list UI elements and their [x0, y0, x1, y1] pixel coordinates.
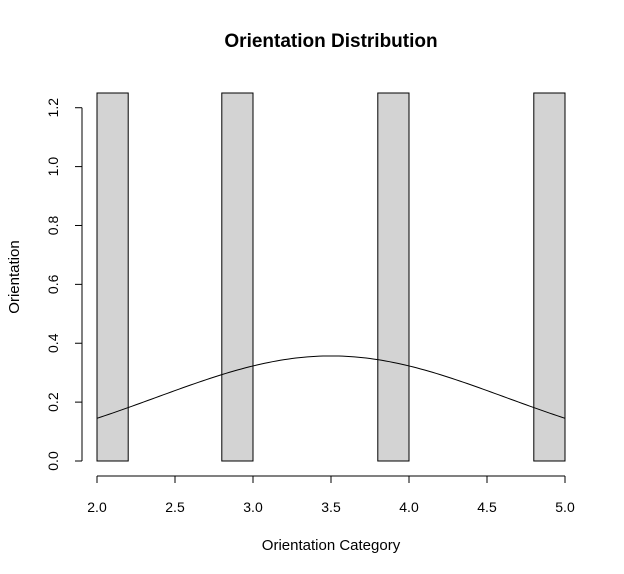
bars-layer — [96, 92, 566, 462]
x-tick-label: 4.5 — [477, 499, 497, 515]
bar-3 — [533, 92, 566, 462]
x-tick-label: 2.0 — [87, 499, 107, 515]
y-tick-label: 0.4 — [45, 333, 61, 353]
y-tick-label: 0.2 — [45, 392, 61, 412]
density-curve-layer — [96, 355, 566, 419]
bar-0 — [96, 92, 129, 462]
density-curve — [96, 355, 566, 419]
y-tick-label: 0.8 — [45, 216, 61, 236]
x-tick-label: 3.0 — [243, 499, 263, 515]
y-tick-label: 1.0 — [45, 157, 61, 177]
y-tick-label: 1.2 — [45, 98, 61, 118]
x-axis: 2.0 2.5 3.0 3.5 4.0 4.5 5.0 — [87, 475, 575, 515]
x-tick-label: 3.5 — [321, 499, 341, 515]
y-axis-label: Orientation — [6, 240, 23, 313]
x-axis-label: Orientation Category — [262, 537, 401, 554]
x-tick-label: 4.0 — [399, 499, 419, 515]
bar-2 — [377, 92, 410, 462]
chart-title: Orientation Distribution — [224, 31, 437, 52]
y-tick-label: 0.6 — [45, 274, 61, 294]
x-tick-label: 2.5 — [165, 499, 185, 515]
x-tick-label: 5.0 — [555, 499, 575, 515]
bar-1 — [221, 92, 254, 462]
y-axis: 0.0 0.2 0.4 0.6 0.8 1.0 1.2 — [45, 98, 83, 471]
y-tick-label: 0.0 — [45, 451, 61, 471]
